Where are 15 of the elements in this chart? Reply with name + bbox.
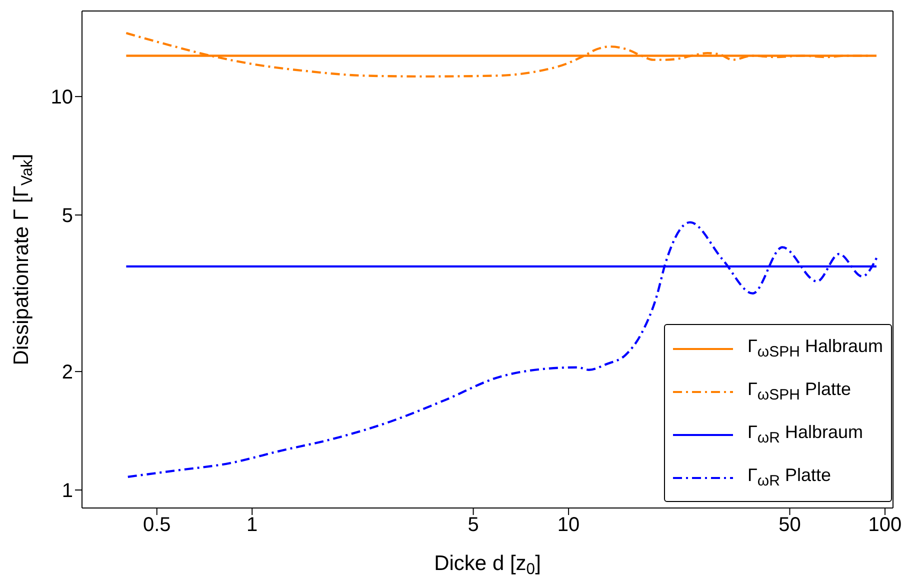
x-tick-label: 0.5 [142, 514, 171, 536]
y-tick-label: 10 [50, 86, 73, 109]
legend-label: Γ$_{ωR}$ Halbraum [747, 422, 863, 447]
y-tick-label: 5 [62, 205, 73, 228]
x-tick-label: 50 [778, 514, 801, 536]
legend-label: Γ$_{ωR}$ Platte [747, 465, 831, 490]
y-tick-label: 2 [62, 362, 73, 384]
x-tick-label: 5 [468, 514, 479, 536]
legend-label: Γ$_{ωSPH}$ Halbraum [747, 336, 883, 361]
x-axis-title: Dicke d [z$_{0}$] [434, 552, 541, 578]
y-tick-label: 1 [62, 480, 73, 502]
x-tick-label: 10 [557, 514, 580, 536]
legend-label: Γ$_{ωSPH}$ Platte [747, 379, 851, 404]
x-tick-label: 100 [868, 514, 902, 536]
x-tick-label: 1 [246, 514, 258, 536]
